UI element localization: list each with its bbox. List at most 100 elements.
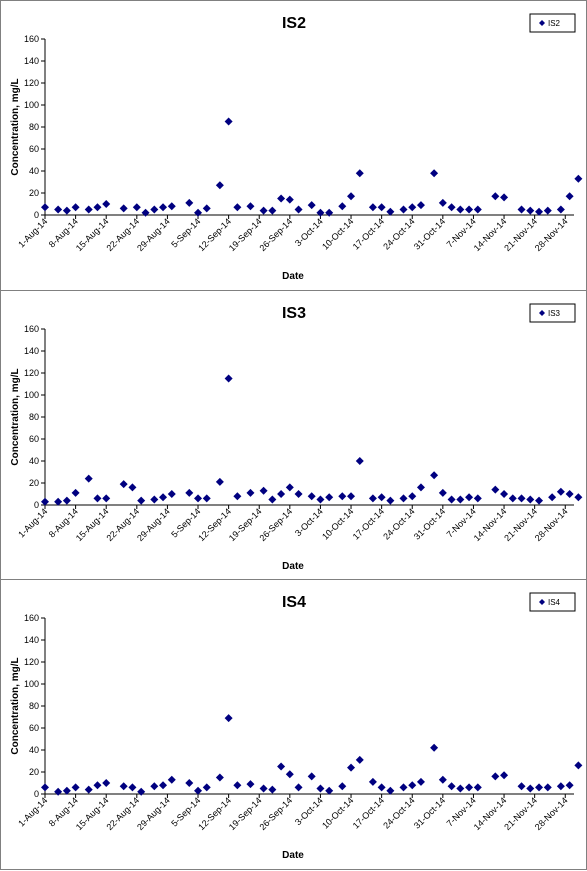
y-tick-label: 60 bbox=[29, 723, 39, 733]
legend-box bbox=[529, 592, 576, 612]
x-tick-label: 28-Nov-14 bbox=[533, 795, 570, 832]
y-tick-label: 100 bbox=[24, 390, 39, 400]
data-point bbox=[517, 782, 526, 791]
x-tick-label: 17-Oct-14 bbox=[351, 795, 386, 830]
data-point bbox=[224, 117, 233, 126]
data-point bbox=[215, 477, 224, 486]
y-tick-label: 40 bbox=[29, 745, 39, 755]
x-tick-label: 10-Oct-14 bbox=[320, 795, 355, 830]
data-point bbox=[368, 203, 377, 212]
data-point bbox=[137, 496, 146, 505]
data-point bbox=[93, 781, 102, 790]
data-point bbox=[556, 487, 565, 496]
data-point bbox=[294, 490, 303, 498]
data-point bbox=[565, 490, 574, 498]
data-point bbox=[438, 488, 447, 497]
data-point bbox=[556, 782, 565, 791]
data-point bbox=[268, 206, 277, 215]
y-tick-label: 80 bbox=[29, 122, 39, 132]
y-tick-label: 100 bbox=[24, 679, 39, 689]
data-point bbox=[71, 203, 80, 212]
data-point bbox=[185, 488, 194, 497]
data-point bbox=[119, 480, 128, 489]
legend: IS2 bbox=[529, 13, 576, 33]
y-tick-label: 140 bbox=[24, 346, 39, 356]
y-tick-label: 40 bbox=[29, 166, 39, 176]
data-point bbox=[84, 785, 93, 794]
data-point bbox=[259, 206, 268, 215]
y-tick-label: 140 bbox=[24, 635, 39, 645]
x-tick-label: 24-Oct-14 bbox=[381, 506, 416, 541]
data-point bbox=[71, 783, 80, 792]
data-point bbox=[307, 492, 316, 501]
chart-title: IS2 bbox=[282, 15, 306, 32]
data-point bbox=[535, 783, 544, 792]
data-point bbox=[456, 784, 465, 793]
y-tick-label: 60 bbox=[29, 144, 39, 154]
data-point bbox=[167, 202, 176, 211]
data-point bbox=[194, 786, 203, 795]
data-point bbox=[416, 201, 425, 210]
x-tick-label: 1-Aug-14 bbox=[16, 216, 49, 249]
data-point bbox=[565, 781, 574, 790]
chart-panel-is2: IS2 Concentration, mg/L Date 0 20 40 60 80 100 12… bbox=[0, 0, 587, 291]
data-point bbox=[377, 783, 386, 792]
data-point bbox=[159, 493, 168, 502]
data-point bbox=[526, 784, 535, 793]
legend: IS4 bbox=[529, 592, 576, 612]
data-point bbox=[285, 195, 294, 204]
data-point bbox=[194, 494, 203, 503]
data-point bbox=[62, 206, 71, 215]
data-point bbox=[556, 205, 565, 214]
y-tick-label: 20 bbox=[29, 767, 39, 777]
y-tick-label: 160 bbox=[24, 34, 39, 44]
data-point bbox=[159, 781, 168, 790]
data-point bbox=[119, 204, 128, 213]
y-tick-label: 0 bbox=[34, 789, 39, 799]
y-tick-label: 20 bbox=[29, 478, 39, 488]
x-tick-label: 28-Nov-14 bbox=[533, 506, 570, 543]
data-point bbox=[316, 208, 325, 217]
data-point bbox=[543, 206, 552, 215]
data-point bbox=[338, 782, 347, 791]
data-point bbox=[54, 787, 63, 796]
x-axis-label: Date bbox=[282, 561, 304, 572]
data-point bbox=[259, 784, 268, 793]
y-tick-label: 60 bbox=[29, 434, 39, 444]
y-tick-label: 80 bbox=[29, 701, 39, 711]
data-point bbox=[465, 493, 474, 502]
data-point bbox=[102, 200, 111, 208]
data-point bbox=[41, 497, 49, 506]
data-point bbox=[574, 761, 583, 770]
data-point bbox=[386, 786, 395, 795]
data-point bbox=[430, 169, 439, 178]
data-point bbox=[377, 203, 386, 212]
data-point bbox=[408, 781, 417, 790]
data-point bbox=[473, 205, 482, 214]
x-tick-label: 28-Nov-14 bbox=[533, 216, 570, 253]
data-point bbox=[456, 205, 465, 214]
data-point bbox=[159, 203, 168, 212]
data-point bbox=[368, 494, 377, 503]
chart-title: IS3 bbox=[282, 305, 306, 322]
data-point bbox=[54, 205, 63, 214]
data-point bbox=[167, 775, 176, 784]
y-tick-label: 120 bbox=[24, 368, 39, 378]
y-tick-label: 20 bbox=[29, 188, 39, 198]
legend-marker bbox=[539, 599, 545, 605]
y-tick-label: 160 bbox=[24, 324, 39, 334]
chart-svg: IS2 Concentration, mg/L Date 0 20 40 60 80 100 12… bbox=[10, 13, 583, 282]
data-point bbox=[93, 494, 102, 503]
x-tick-label: 1-Aug-14 bbox=[16, 506, 49, 539]
y-tick-label: 80 bbox=[29, 412, 39, 422]
data-point bbox=[233, 492, 242, 501]
data-point bbox=[259, 486, 268, 495]
data-point bbox=[473, 783, 482, 792]
data-point bbox=[150, 205, 159, 214]
y-tick-label: 0 bbox=[34, 210, 39, 220]
x-tick-label: 17-Oct-14 bbox=[351, 506, 386, 541]
data-point bbox=[202, 204, 211, 213]
data-point bbox=[325, 208, 334, 217]
legend-box bbox=[529, 13, 576, 33]
data-point bbox=[456, 495, 465, 504]
